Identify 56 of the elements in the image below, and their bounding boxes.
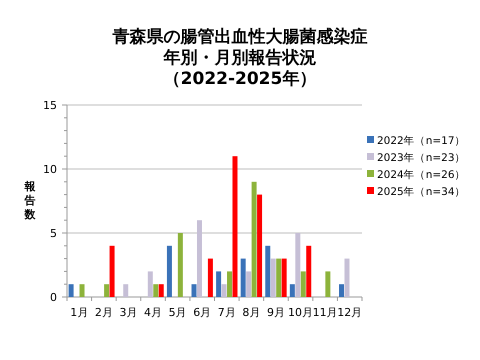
bar xyxy=(295,233,300,297)
bar xyxy=(276,258,282,297)
x-tick-label: 9月 xyxy=(266,306,285,319)
bar xyxy=(232,156,238,297)
legend-label: 2025年（n=34） xyxy=(377,186,466,198)
x-tick-label: 10月 xyxy=(288,306,314,319)
y-axis-title: 報告数 xyxy=(24,180,36,221)
legend-label: 2024年（n=26） xyxy=(377,169,466,181)
bar xyxy=(80,284,85,297)
legend-label: 2022年（n=17） xyxy=(377,135,466,147)
bar xyxy=(178,233,183,297)
y-tick-label: 0 xyxy=(50,291,57,304)
chart-title: 青森県の腸管出血性大腸菌感染症 xyxy=(112,27,368,47)
bar xyxy=(246,271,252,297)
x-tick-label: 11月 xyxy=(312,306,338,319)
legend-label: 2023年（n=23） xyxy=(377,152,466,164)
bar xyxy=(104,284,110,297)
bar xyxy=(153,284,158,297)
x-tick-label: 4月 xyxy=(144,306,162,319)
bar xyxy=(123,284,128,297)
bar xyxy=(325,271,330,297)
bar xyxy=(158,284,164,297)
x-tick-label: 5月 xyxy=(168,306,187,319)
x-tick-label: 2月 xyxy=(94,306,113,319)
bar xyxy=(252,182,257,297)
y-tick-label: 10 xyxy=(43,163,57,176)
bar xyxy=(222,284,227,297)
bar xyxy=(216,271,222,297)
x-tick-label: 6月 xyxy=(193,306,212,319)
bar xyxy=(68,284,74,297)
bar xyxy=(270,258,276,297)
bar xyxy=(166,246,172,297)
x-tick-label: 3月 xyxy=(119,306,138,319)
bar xyxy=(240,258,246,297)
bar xyxy=(265,246,270,297)
y-tick-label: 15 xyxy=(43,99,57,112)
x-tick-label: 12月 xyxy=(337,306,362,319)
bar xyxy=(300,271,306,297)
bar xyxy=(306,246,312,297)
bar xyxy=(208,258,213,297)
bar xyxy=(257,194,262,297)
chart-subtitle: 年別・月別報告状況 xyxy=(162,48,316,68)
bar xyxy=(110,246,115,297)
bar xyxy=(227,271,232,297)
x-tick-label: 8月 xyxy=(242,306,260,319)
x-tick-label: 7月 xyxy=(218,306,236,319)
bar xyxy=(282,258,287,297)
bar xyxy=(148,271,153,297)
x-tick-label: 1月 xyxy=(70,306,88,319)
bar xyxy=(344,258,350,297)
bar xyxy=(196,220,202,297)
text: （2022-2025年） xyxy=(164,69,316,89)
y-tick-label: 5 xyxy=(50,227,57,240)
bar xyxy=(192,284,197,297)
bar xyxy=(339,284,344,297)
bar xyxy=(290,284,295,297)
